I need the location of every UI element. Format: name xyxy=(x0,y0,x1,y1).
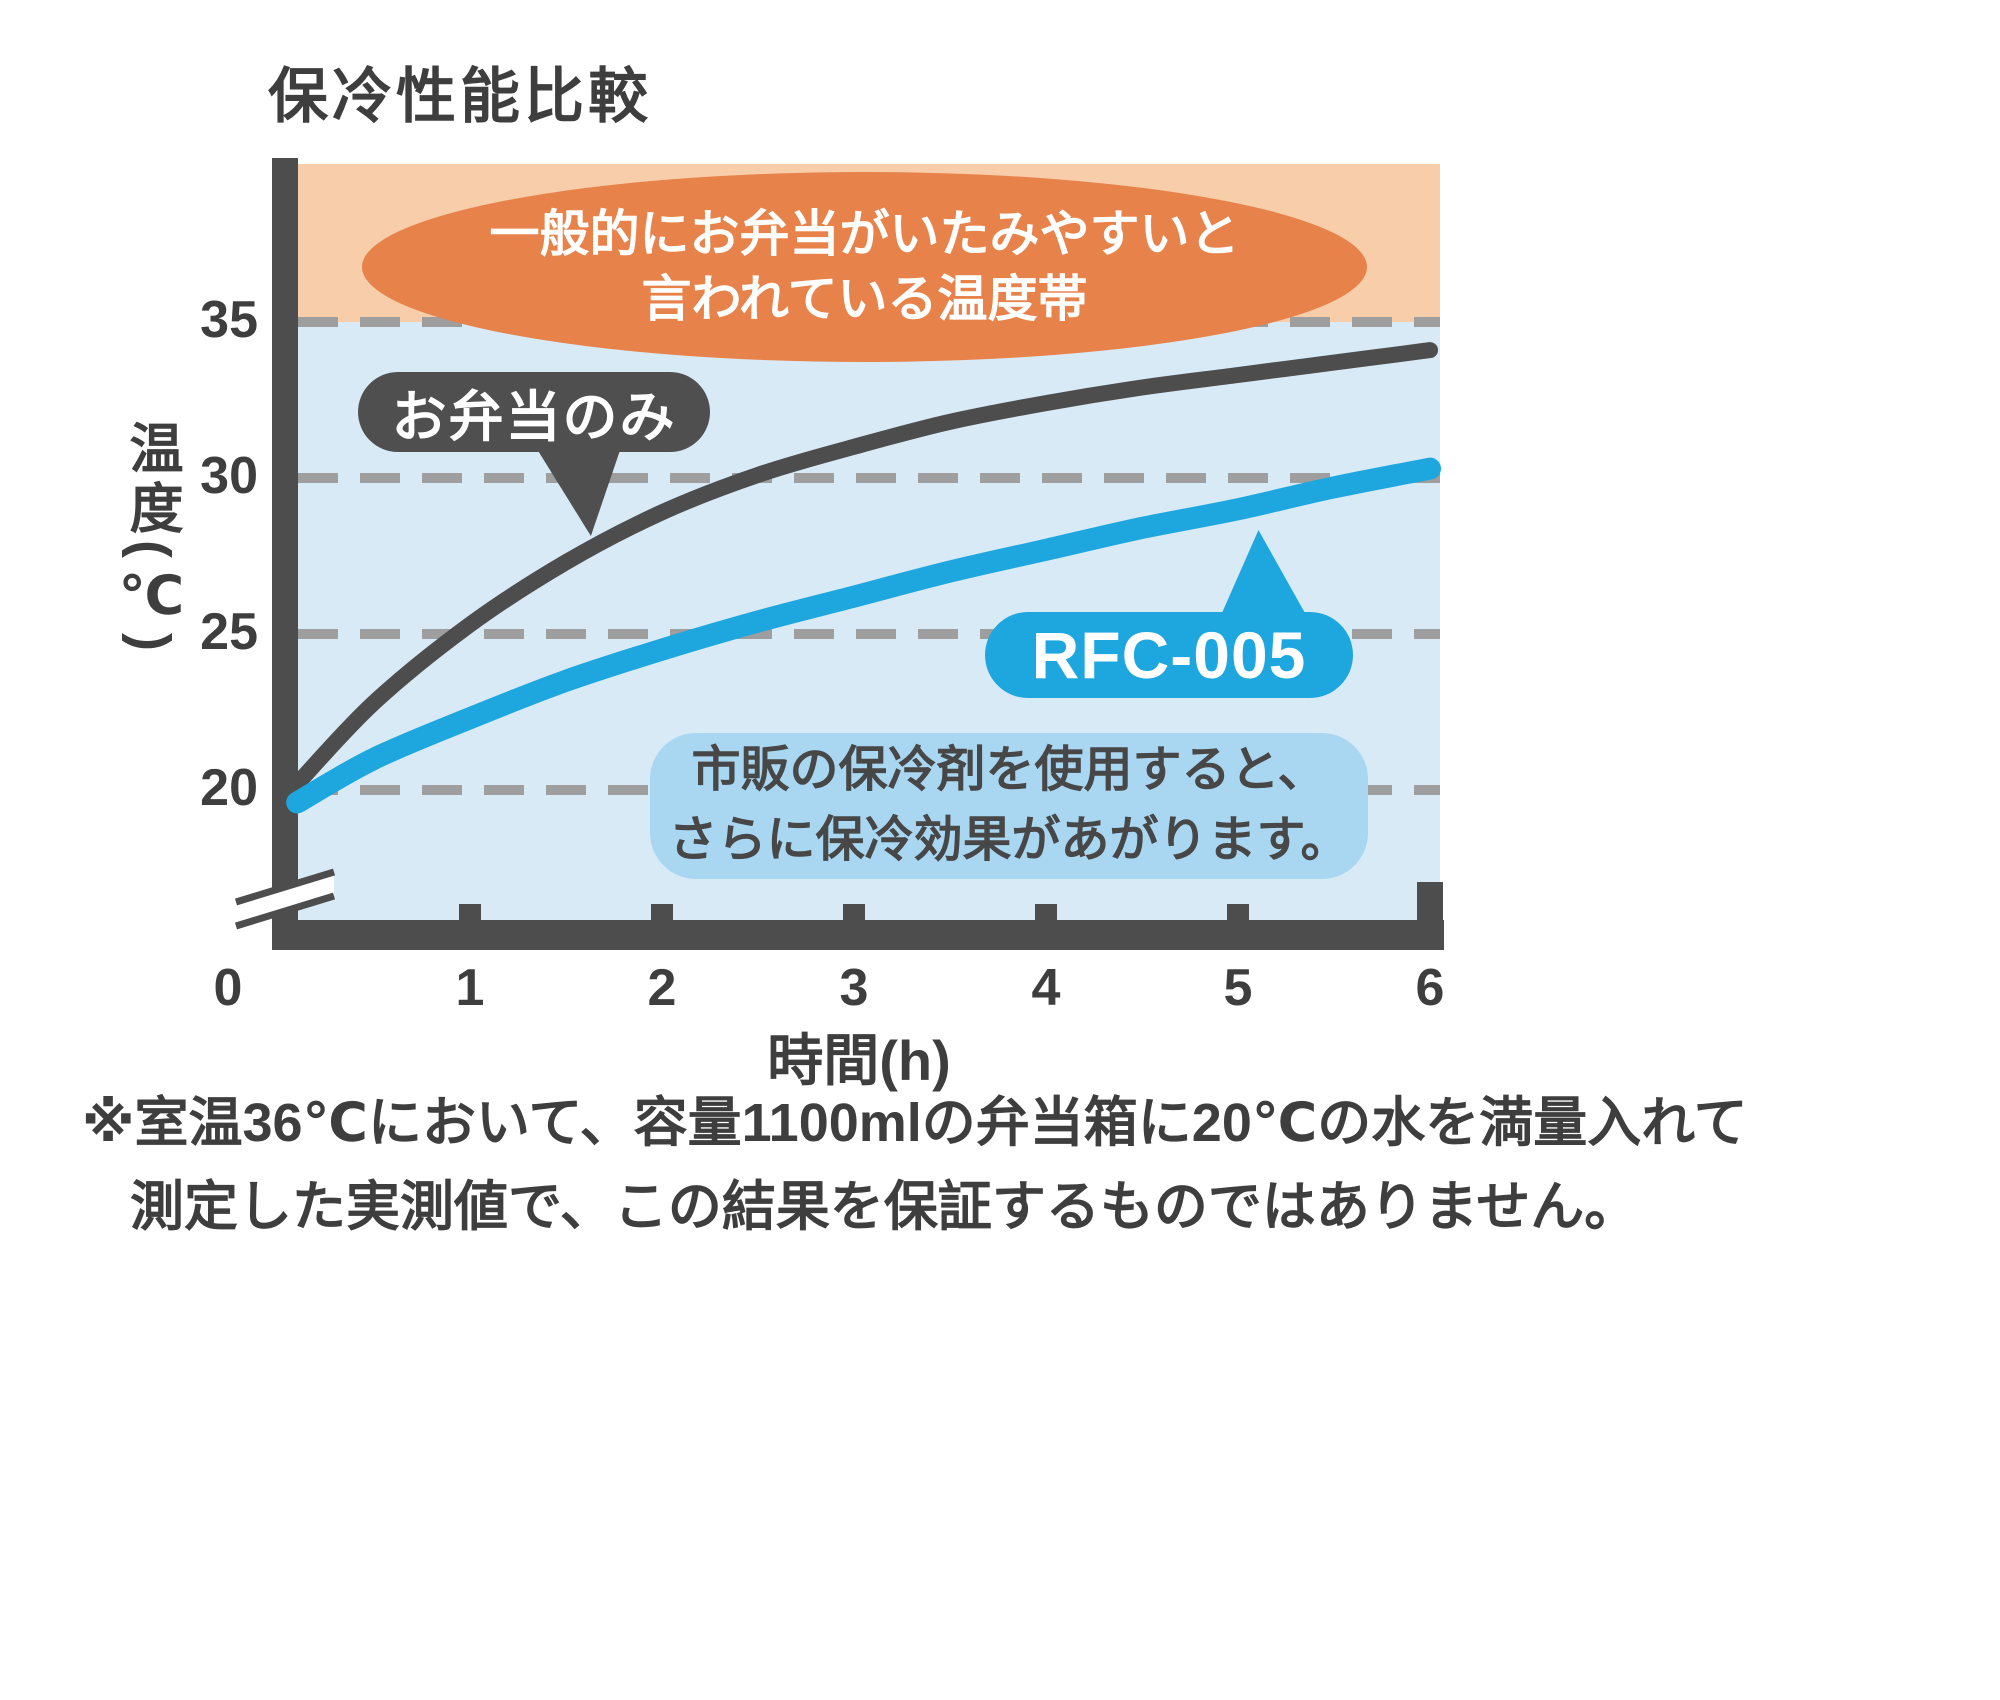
bento-only-callout: お弁当のみ xyxy=(358,372,710,452)
x-tick-label: 0 xyxy=(213,959,243,1017)
footnote-line2: 測定した実測値で、この結果を保証するものではありません。 xyxy=(130,1176,1639,1237)
x-tick-label: 4 xyxy=(1031,959,1061,1017)
y-tick-label: 20 xyxy=(200,759,258,817)
footnote-line1: ※室温36℃において、容量1100mlの弁当箱に20℃の水を満量入れて xyxy=(82,1093,1748,1153)
chart-title: 保冷性能比較 xyxy=(268,63,652,130)
product-callout: RFC-005 xyxy=(985,612,1353,698)
danger-zone-text-line2: 言われている温度帯 xyxy=(641,271,1088,327)
ice-pack-note: 市販の保冷剤を使用すると、 さらに保冷効果があがります。 xyxy=(650,733,1368,879)
x-axis-line xyxy=(272,920,1444,950)
x-tick-label: 6 xyxy=(1415,959,1445,1017)
y-axis-title: 温度(℃) xyxy=(121,420,181,657)
x-tick-label: 3 xyxy=(839,959,869,1017)
y-tick-label: 35 xyxy=(200,291,258,349)
x-tick-label: 5 xyxy=(1223,959,1253,1017)
danger-zone-text-line1: 一般的にお弁当がいたみやすいと xyxy=(489,206,1240,262)
x-tick-label: 2 xyxy=(647,959,677,1017)
x-tick-label: 1 xyxy=(455,959,485,1017)
y-axis-line xyxy=(272,158,298,950)
bento-only-label: お弁当のみ xyxy=(391,386,677,448)
danger-zone-callout: 一般的にお弁当がいたみやすいと 言われている温度帯 xyxy=(362,172,1367,362)
y-tick-label: 25 xyxy=(200,603,258,661)
ice-pack-note-line2: さらに保冷効果があがります。 xyxy=(668,813,1350,867)
footnote: ※室温36℃において、容量1100mlの弁当箱に20℃の水を満量入れて 測定した… xyxy=(82,1082,1932,1249)
y-tick-label: 30 xyxy=(200,447,258,505)
x-axis-title: 時間(h) xyxy=(767,1029,951,1092)
ice-pack-note-line1: 市販の保冷剤を使用すると、 xyxy=(691,743,1327,798)
product-name-label: RFC-005 xyxy=(1031,618,1307,692)
